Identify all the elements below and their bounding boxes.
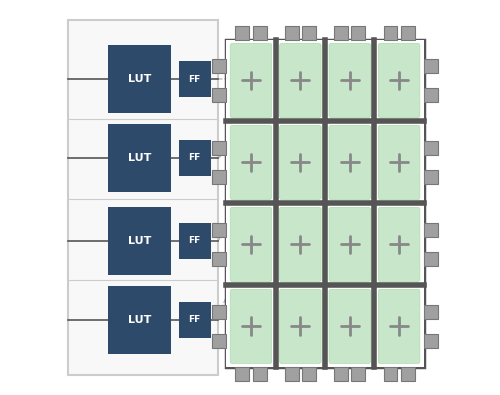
Bar xyxy=(276,285,325,367)
Bar xyxy=(179,61,210,97)
Bar xyxy=(179,302,210,338)
Bar xyxy=(424,223,438,237)
Bar xyxy=(252,26,266,40)
Bar xyxy=(334,367,348,381)
Bar xyxy=(374,203,424,286)
Bar xyxy=(352,26,366,40)
Bar xyxy=(226,203,276,286)
Bar xyxy=(212,88,226,102)
Bar xyxy=(285,367,298,381)
FancyBboxPatch shape xyxy=(280,207,321,282)
Bar xyxy=(424,334,438,348)
FancyBboxPatch shape xyxy=(378,207,420,282)
Text: LUT: LUT xyxy=(128,153,151,163)
Bar xyxy=(424,305,438,319)
FancyBboxPatch shape xyxy=(329,289,370,363)
Bar xyxy=(352,367,366,381)
Bar xyxy=(276,40,325,122)
Text: LUT: LUT xyxy=(128,315,151,325)
FancyBboxPatch shape xyxy=(280,289,321,363)
Bar xyxy=(236,367,250,381)
Bar xyxy=(108,207,171,275)
Text: LUT: LUT xyxy=(128,74,151,84)
Bar xyxy=(108,124,171,192)
Bar xyxy=(226,40,424,367)
Bar xyxy=(68,20,218,375)
Bar xyxy=(212,141,226,155)
Bar xyxy=(226,285,276,367)
Bar xyxy=(374,285,424,367)
FancyBboxPatch shape xyxy=(280,126,321,199)
Text: FF: FF xyxy=(188,154,201,162)
Bar xyxy=(252,367,266,381)
Bar xyxy=(325,122,374,203)
FancyBboxPatch shape xyxy=(329,43,370,118)
Bar xyxy=(424,252,438,266)
FancyBboxPatch shape xyxy=(230,207,272,282)
Bar xyxy=(285,26,298,40)
Bar xyxy=(108,286,171,354)
Bar xyxy=(424,59,438,73)
FancyBboxPatch shape xyxy=(230,289,272,363)
Bar xyxy=(384,26,398,40)
Bar xyxy=(424,170,438,184)
Bar xyxy=(374,122,424,203)
Bar xyxy=(276,122,325,203)
Bar xyxy=(212,223,226,237)
Bar xyxy=(212,252,226,266)
FancyBboxPatch shape xyxy=(230,126,272,199)
Bar xyxy=(226,122,276,203)
FancyBboxPatch shape xyxy=(378,43,420,118)
Bar xyxy=(276,203,325,286)
Bar xyxy=(212,59,226,73)
Bar xyxy=(401,26,414,40)
Bar xyxy=(424,141,438,155)
Bar xyxy=(325,203,374,286)
Bar xyxy=(302,367,316,381)
Bar xyxy=(179,223,210,259)
Text: FF: FF xyxy=(188,75,201,83)
Bar xyxy=(334,26,348,40)
Bar xyxy=(212,334,226,348)
Bar xyxy=(236,26,250,40)
FancyBboxPatch shape xyxy=(378,289,420,363)
Bar xyxy=(302,26,316,40)
FancyBboxPatch shape xyxy=(230,43,272,118)
Bar xyxy=(374,40,424,122)
FancyBboxPatch shape xyxy=(329,207,370,282)
Text: LUT: LUT xyxy=(128,236,151,246)
Bar xyxy=(401,367,414,381)
Text: FF: FF xyxy=(188,316,201,324)
Bar xyxy=(108,45,171,113)
FancyBboxPatch shape xyxy=(378,126,420,199)
Bar xyxy=(179,140,210,176)
FancyBboxPatch shape xyxy=(280,43,321,118)
Bar xyxy=(325,285,374,367)
Text: FF: FF xyxy=(188,237,201,245)
Bar xyxy=(226,40,276,122)
Bar xyxy=(212,305,226,319)
FancyBboxPatch shape xyxy=(329,126,370,199)
Bar xyxy=(424,88,438,102)
Bar xyxy=(212,170,226,184)
Bar xyxy=(384,367,398,381)
Bar xyxy=(325,40,374,122)
